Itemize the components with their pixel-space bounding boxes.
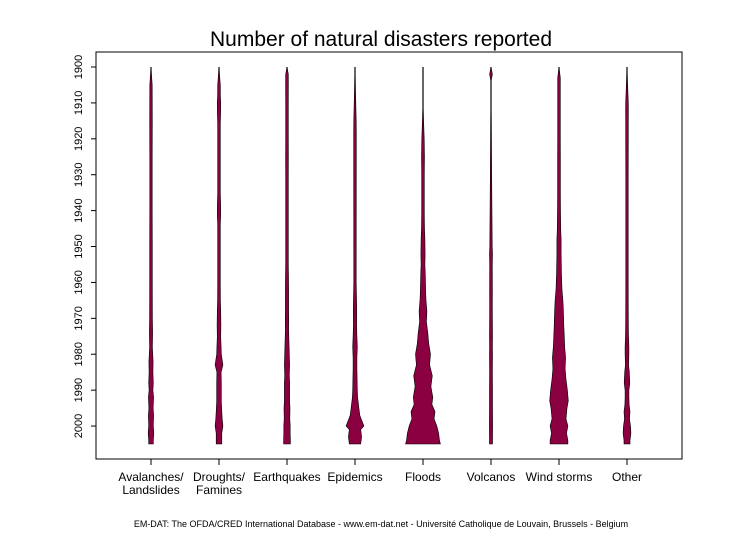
x-category-label: Avalanches/ xyxy=(118,470,184,484)
violin-shape xyxy=(283,66,291,445)
violin-shape xyxy=(147,66,155,445)
y-tick-label: 1970 xyxy=(73,306,85,330)
violin-shape xyxy=(622,66,632,445)
y-tick-label: 1980 xyxy=(73,342,85,366)
chart-title: Number of natural disasters reported xyxy=(210,28,552,51)
x-category-label: Volcanos xyxy=(467,470,516,484)
violin-shape xyxy=(549,66,569,445)
y-tick-label: 1900 xyxy=(73,55,85,79)
y-tick-label: 1910 xyxy=(73,91,85,115)
y-axis: 1900 1910 1920 1930 1940 1950 1960 1970 1980 1990… xyxy=(73,55,96,438)
x-category-label: Famines xyxy=(196,483,242,497)
y-tick-label: 1950 xyxy=(73,234,85,258)
plot-frame xyxy=(95,51,683,460)
x-category-label: Epidemics xyxy=(327,470,382,484)
y-tick-label: 1930 xyxy=(73,162,85,186)
y-tick-label: 2000 xyxy=(73,414,85,438)
violin-shape xyxy=(405,67,441,445)
x-category-label: Droughts/ xyxy=(193,470,246,484)
x-axis: Avalanches/Landslides Droughts/Famines Ear… xyxy=(118,459,642,497)
violin-shape xyxy=(345,66,365,445)
x-category-label: Other xyxy=(612,470,642,484)
y-tick-label: 1990 xyxy=(73,378,85,402)
x-category-label: Floods xyxy=(405,470,441,484)
y-tick-label: 1940 xyxy=(73,198,85,222)
x-category-label: Wind storms xyxy=(526,470,593,484)
y-tick-label: 1960 xyxy=(73,270,85,294)
source-credit: EM-DAT: The OFDA/CRED International Data… xyxy=(134,519,628,529)
y-tick-label: 1920 xyxy=(73,127,85,151)
x-category-label: Earthquakes xyxy=(253,470,320,484)
violins xyxy=(147,66,632,445)
violin-shape xyxy=(214,66,224,445)
violin-shape xyxy=(489,66,493,445)
x-category-label: Landslides xyxy=(122,483,179,497)
